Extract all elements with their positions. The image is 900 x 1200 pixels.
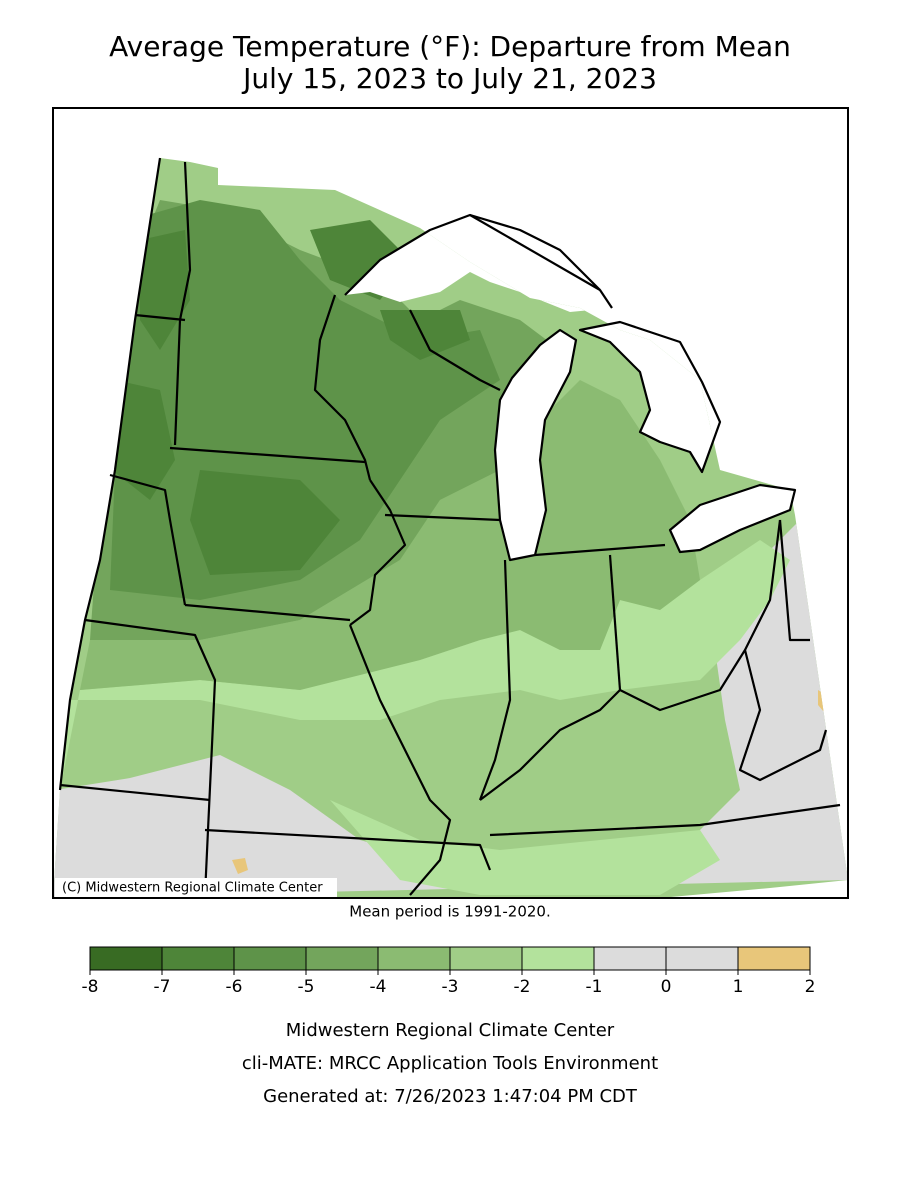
legend-swatch bbox=[161, 946, 235, 971]
map-frame bbox=[52, 107, 849, 899]
legend-swatch bbox=[449, 946, 523, 971]
legend-swatch bbox=[665, 946, 739, 971]
legend-swatch bbox=[233, 946, 307, 971]
legend-swatch bbox=[593, 946, 667, 971]
legend-swatch bbox=[305, 946, 379, 971]
credit-box bbox=[55, 878, 337, 897]
legend-swatch bbox=[377, 946, 451, 971]
legend-tick-label: -2 bbox=[514, 977, 531, 997]
color-legend: -8 -7 -6 -5 -4 -3 -2 -1 0 1 2 bbox=[82, 946, 816, 997]
legend-tick-label: -4 bbox=[370, 977, 387, 997]
legend-swatch bbox=[737, 946, 811, 971]
legend-swatch bbox=[521, 946, 595, 971]
footer-line: cli-MATE: MRCC Application Tools Environ… bbox=[242, 1053, 658, 1074]
map-credit: (C) Midwestern Regional Climate Center bbox=[62, 881, 323, 896]
title-line: Average Temperature (°F): Departure from… bbox=[109, 30, 791, 63]
legend-tick-label: -8 bbox=[82, 977, 99, 997]
legend-tick-label: 0 bbox=[661, 977, 672, 997]
legend-tick-label: -6 bbox=[226, 977, 243, 997]
footer-line: Midwestern Regional Climate Center bbox=[286, 1020, 615, 1041]
map: (C) Midwestern Regional Climate Center bbox=[52, 107, 849, 899]
legend-tick-label: -7 bbox=[154, 977, 171, 997]
legend-swatch bbox=[89, 946, 163, 971]
title-line: July 15, 2023 to July 21, 2023 bbox=[241, 62, 657, 95]
legend-tick-label: 2 bbox=[805, 977, 816, 997]
legend-tick-label: -5 bbox=[298, 977, 315, 997]
legend-tick-label: -1 bbox=[586, 977, 603, 997]
mean-period-note: Mean period is 1991-2020. bbox=[349, 903, 550, 921]
footer-line: Generated at: 7/26/2023 1:47:04 PM CDT bbox=[263, 1086, 638, 1107]
legend-tick-label: -3 bbox=[442, 977, 459, 997]
state-borders bbox=[58, 157, 841, 896]
legend-tick-label: 1 bbox=[733, 977, 744, 997]
